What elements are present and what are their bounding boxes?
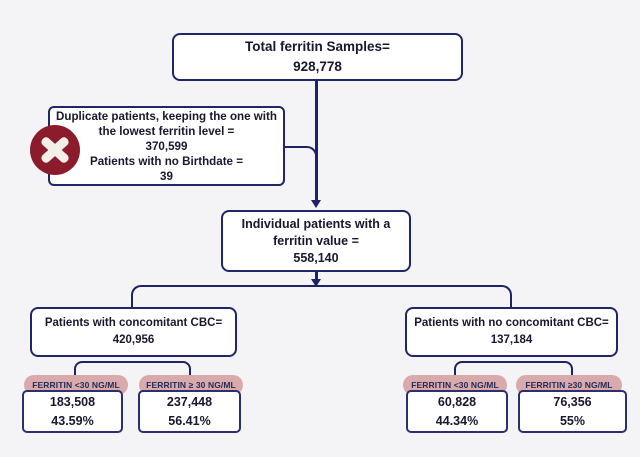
node-concomitant-cbc: Patients with concomitant CBC= 420,956 bbox=[30, 307, 237, 357]
exclusion-value: 39 bbox=[160, 169, 173, 183]
leaf-percent: 44.34% bbox=[435, 413, 479, 428]
x-circle-icon bbox=[30, 125, 80, 175]
leaf-cbc-ferritin-high: 237,448 56.41% bbox=[138, 390, 241, 433]
connector-branch-split bbox=[131, 285, 512, 307]
node-total-samples: Total ferritin Samples= 928,778 bbox=[172, 33, 463, 81]
arrow-down-icon bbox=[310, 200, 321, 208]
leaf-count: 237,448 bbox=[166, 394, 213, 409]
exclusion-line: Patients with no Birthdate = bbox=[90, 154, 243, 168]
connector-nocbc-split bbox=[454, 361, 573, 377]
node-individual-title: ferritin value = bbox=[273, 233, 359, 248]
arrow-down-icon bbox=[310, 279, 321, 287]
leaf-percent: 43.59% bbox=[51, 413, 94, 428]
leaf-count: 60,828 bbox=[437, 394, 477, 409]
connector-individual-to-branch bbox=[315, 272, 318, 281]
node-total-title: Total ferritin Samples= bbox=[245, 39, 390, 54]
node-individual-patients: Individual patients with a ferritin valu… bbox=[221, 210, 411, 272]
exclusion-line: the lowest ferritin level = bbox=[98, 124, 235, 138]
leaf-count: 76,356 bbox=[553, 394, 592, 409]
connector-total-to-individual bbox=[315, 81, 318, 201]
node-nocbc-value: 137,184 bbox=[490, 334, 533, 346]
leaf-nocbc-ferritin-low: 60,828 44.34% bbox=[406, 390, 508, 433]
node-no-concomitant-cbc: Patients with no concomitant CBC= 137,18… bbox=[405, 307, 618, 357]
node-cbc-value: 420,956 bbox=[112, 334, 155, 346]
node-individual-value: 558,140 bbox=[293, 250, 339, 265]
node-cbc-title: Patients with concomitant CBC= bbox=[44, 317, 223, 329]
leaf-cbc-ferritin-low: 183,508 43.59% bbox=[22, 390, 123, 433]
exclusion-value: 370,599 bbox=[145, 139, 188, 153]
connector-cbc-split bbox=[74, 361, 191, 377]
leaf-nocbc-ferritin-high: 76,356 55% bbox=[518, 390, 627, 433]
node-exclusion: Duplicate patients, keeping the one with… bbox=[48, 106, 285, 186]
leaf-percent: 55% bbox=[559, 413, 586, 428]
exclusion-line: Duplicate patients, keeping the one with bbox=[56, 109, 277, 123]
node-total-value: 928,778 bbox=[293, 59, 342, 74]
node-individual-title: Individual patients with a bbox=[241, 216, 391, 231]
leaf-count: 183,508 bbox=[49, 394, 96, 409]
node-nocbc-title: Patients with no concomitant CBC= bbox=[414, 317, 609, 329]
connector-exclusion-to-mainline bbox=[285, 146, 317, 166]
leaf-percent: 56.41% bbox=[168, 413, 211, 428]
